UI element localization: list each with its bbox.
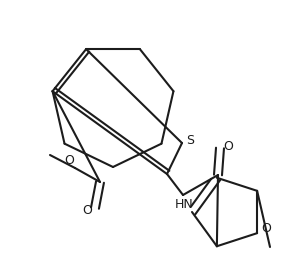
Text: O: O [64,154,74,168]
Text: O: O [261,222,271,235]
Text: HN: HN [175,197,194,211]
Text: O: O [82,204,92,217]
Text: S: S [186,133,194,147]
Text: O: O [223,140,233,153]
